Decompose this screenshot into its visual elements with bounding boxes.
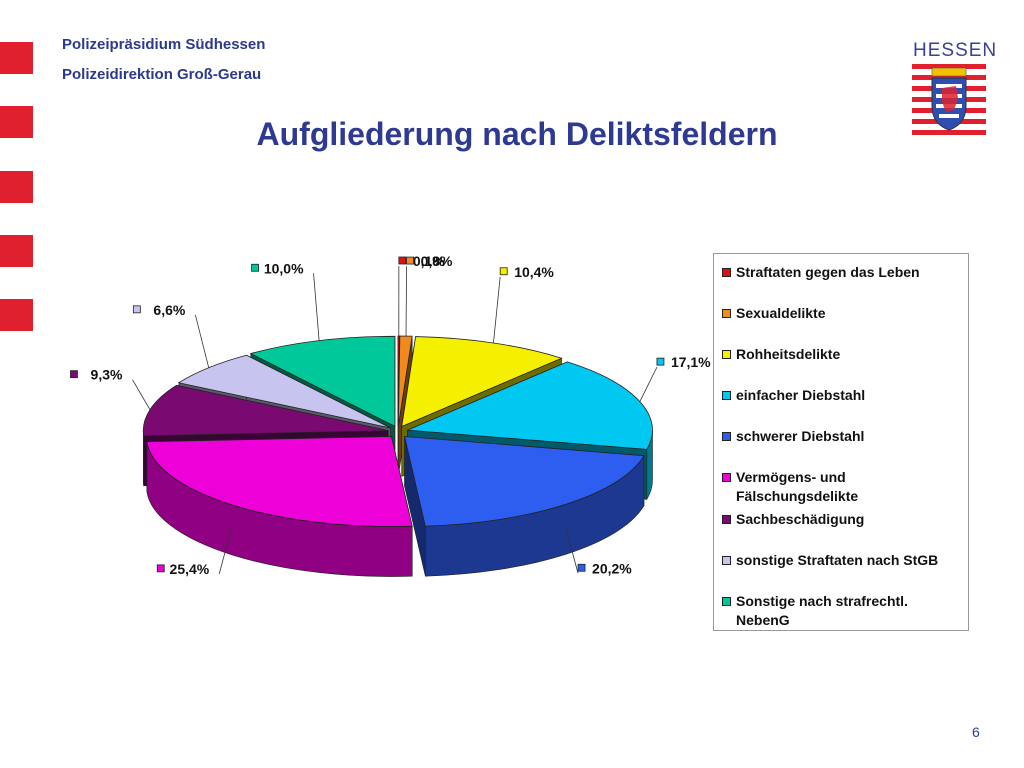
hessen-coat-of-arms-icon — [912, 64, 986, 135]
legend-label: schwerer Diebstahl — [736, 428, 865, 444]
legend-label: Sachbeschädigung — [736, 511, 865, 527]
data-label: 9,3% — [91, 367, 123, 383]
legend-swatch — [722, 432, 731, 441]
side-bar-block — [0, 106, 33, 138]
data-label-swatch — [577, 563, 586, 572]
legend-label: Vermögens- und Fälschungsdelikte — [736, 469, 859, 504]
page-title: Aufgliederung nach Deliktsfeldern — [256, 116, 778, 152]
data-label: 10,4% — [514, 264, 554, 280]
legend-item: Straftaten gegen das Leben — [722, 263, 962, 282]
legend-swatch — [722, 473, 731, 482]
legend-item: Rohheitsdelikte — [722, 345, 962, 364]
side-bar-block — [0, 299, 33, 331]
legend-item: Sexualdelikte — [722, 304, 962, 323]
data-label-swatch — [406, 256, 414, 265]
legend-item: Vermögens- und Fälschungsdelikte — [722, 468, 962, 506]
legend-label: sonstige Straftaten nach StGB — [736, 552, 939, 568]
leader-line — [639, 366, 658, 402]
organization-name: Polizeipräsidium Südhessen — [62, 36, 266, 53]
side-bar-block — [0, 42, 33, 74]
pie-slice — [404, 436, 645, 527]
legend-swatch — [722, 556, 731, 565]
data-label-swatch — [70, 370, 78, 379]
legend-item: sonstige Straftaten nach StGB — [722, 551, 962, 570]
pie-labels: 0,1%0,8% 10,4% 17,1% 20,2% 25,4% 9,3% 6,6% 10,0… — [70, 253, 711, 577]
pie-slice — [401, 336, 563, 428]
chart-legend: Straftaten gegen das Leben Sexualdelikte… — [713, 253, 969, 631]
data-label-swatch — [156, 564, 165, 573]
hessen-logo-text: HESSEN — [913, 40, 998, 61]
legend-swatch — [722, 350, 731, 359]
legend-item: schwerer Diebstahl — [722, 427, 962, 446]
pie-slice — [146, 436, 413, 527]
data-label: 25,4% — [170, 561, 210, 577]
legend-label: einfacher Diebstahl — [736, 387, 866, 403]
data-label: 0,8% — [421, 253, 453, 269]
legend-label: Rohheitsdelikte — [736, 346, 841, 362]
legend-item: Sonstige nach strafrechtl. NebenG — [722, 592, 962, 630]
leader-line — [132, 379, 151, 410]
data-label: 10,0% — [264, 260, 304, 276]
legend-swatch — [722, 391, 731, 400]
legend-swatch — [722, 597, 731, 606]
data-label-swatch — [499, 267, 508, 276]
legend-swatch — [722, 515, 731, 524]
page-number: 6 — [972, 724, 980, 740]
data-label: 0,1% — [413, 253, 445, 269]
side-bar-block — [0, 171, 33, 203]
directorate-name: Polizeidirektion Groß-Gerau — [62, 66, 262, 83]
data-label: 20,2% — [592, 560, 632, 576]
pie-slice — [142, 384, 389, 437]
legend-label: Straftaten gegen das Leben — [736, 264, 920, 280]
legend-item: einfacher Diebstahl — [722, 386, 962, 405]
data-label: 17,1% — [671, 354, 711, 370]
leader-line — [405, 266, 407, 337]
pie-slice — [397, 335, 413, 427]
leader-line — [313, 273, 320, 341]
legend-label: Sexualdelikte — [736, 305, 826, 321]
leader-line — [218, 529, 232, 574]
pie-tops — [142, 335, 653, 527]
data-label-swatch — [656, 357, 665, 366]
leader-line — [194, 314, 210, 368]
legend-label: Sonstige nach strafrechtl. NebenG — [736, 593, 908, 628]
legend-swatch — [722, 309, 731, 318]
side-bar-block — [0, 235, 33, 267]
data-label-swatch — [251, 263, 259, 272]
data-label: 6,6% — [153, 302, 185, 318]
legend-item: Sachbeschädigung — [722, 510, 962, 529]
pie-slice — [407, 361, 653, 450]
data-label-swatch — [132, 305, 141, 314]
leader-line — [565, 529, 579, 574]
data-label-swatch — [398, 256, 407, 265]
legend-swatch — [722, 268, 731, 277]
leader-line — [493, 276, 501, 344]
